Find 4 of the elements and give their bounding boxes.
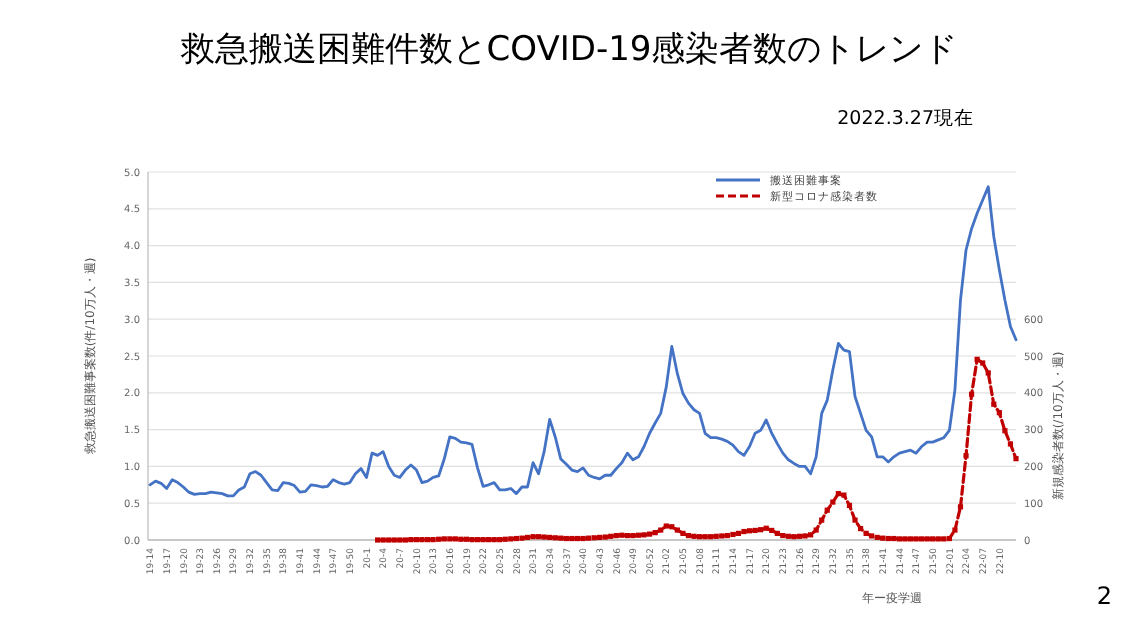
text: 2 [1096,582,1112,610]
text: 2022.3.27現在 [837,106,974,130]
chart-title: 救急搬送困難件数とCOVID-19感染者数のトレンド [178,30,958,70]
line-series [148,185,1018,498]
